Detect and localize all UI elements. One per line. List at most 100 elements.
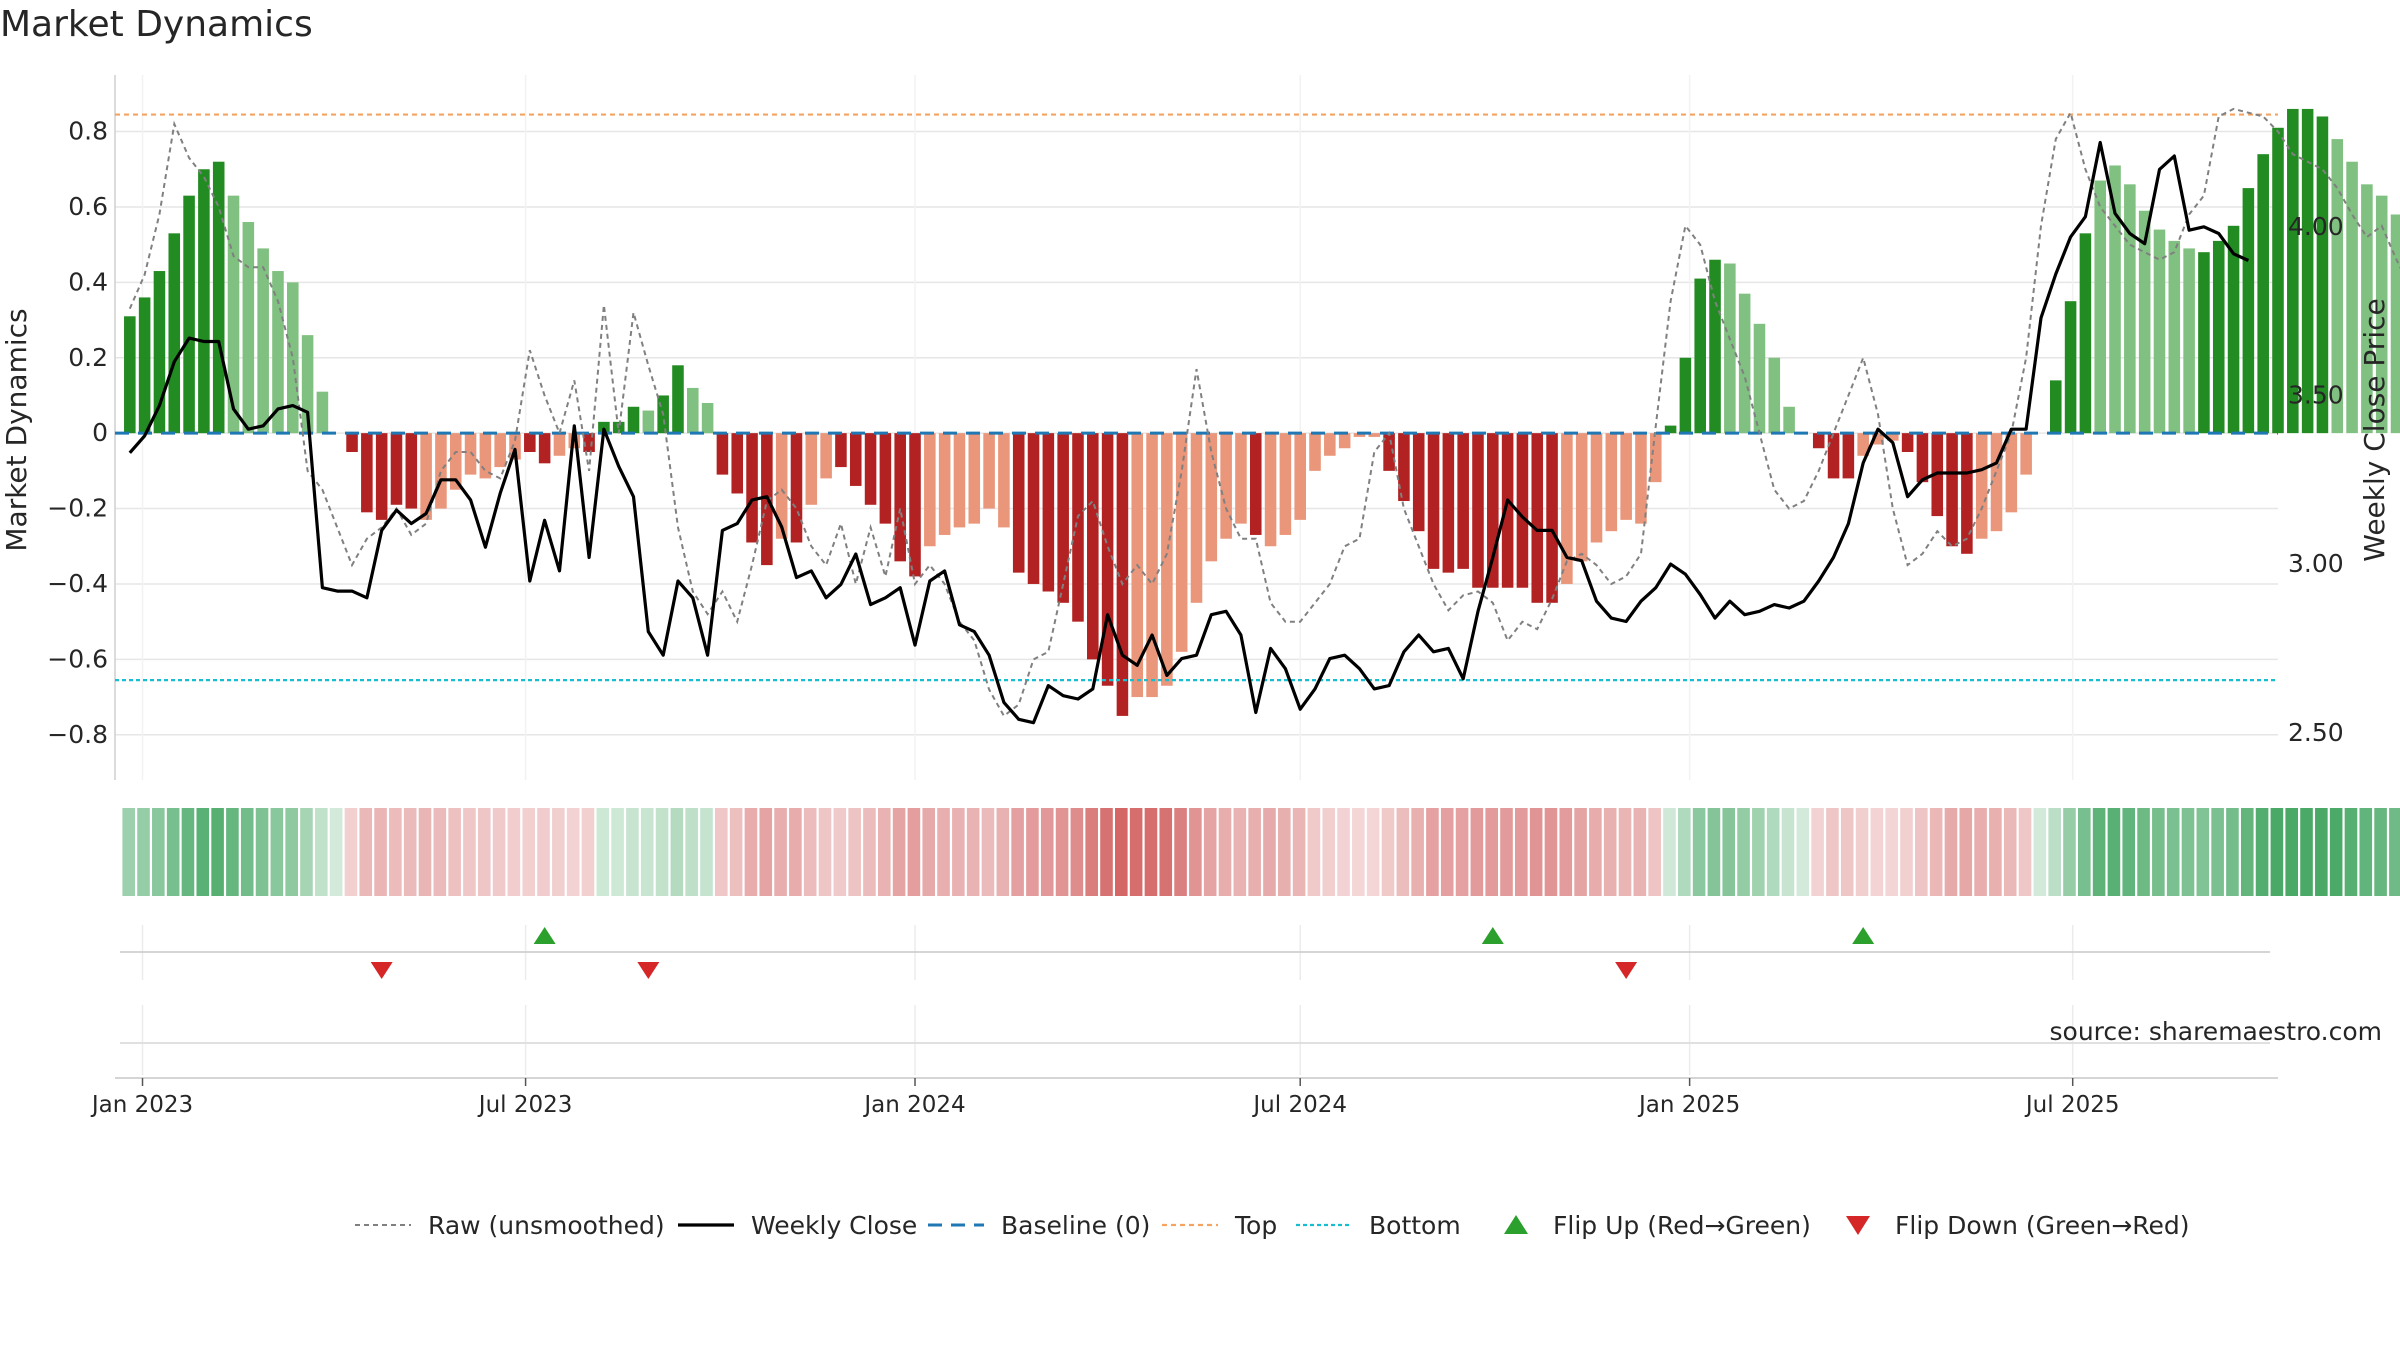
- heat-cell: [877, 808, 891, 896]
- heat-cell: [1381, 808, 1395, 896]
- dynamics-bar: [1961, 433, 1973, 554]
- heat-cell: [803, 808, 817, 896]
- heat-cell: [418, 808, 432, 896]
- dynamics-bar: [835, 433, 847, 468]
- heat-cell: [2285, 808, 2299, 896]
- heat-cell: [1574, 808, 1587, 896]
- legend: Raw (unsmoothed) Weekly Close Baseline (0)…: [355, 1211, 2190, 1240]
- dynamics-bar: [464, 433, 477, 475]
- heat-cell: [211, 808, 224, 896]
- dynamics-bar: [1324, 433, 1336, 456]
- heat-cell: [774, 808, 787, 896]
- heat-cell: [255, 808, 269, 896]
- heat-cell: [152, 808, 165, 896]
- source-credit: source: sharemaestro.com: [2050, 1017, 2383, 1046]
- heat-cell: [2240, 808, 2254, 896]
- dynamics-bar: [1264, 433, 1277, 547]
- dynamics-bar: [1516, 433, 1529, 588]
- heat-cell: [2063, 808, 2076, 896]
- dynamics-bar: [2183, 248, 2195, 434]
- dynamics-bar: [746, 433, 758, 543]
- dynamics-bar: [687, 387, 699, 434]
- heat-cell: [552, 808, 565, 896]
- heat-cell: [907, 808, 921, 896]
- heat-cell: [1426, 808, 1439, 896]
- heat-cell: [1515, 808, 1528, 896]
- heat-cell: [952, 808, 965, 896]
- dynamics-bar: [1768, 357, 1781, 434]
- heat-cell: [1796, 808, 1810, 896]
- heat-cell: [2033, 808, 2047, 896]
- heat-cell: [2211, 808, 2224, 896]
- weekly-close-line: [128, 140, 2250, 725]
- raw-unsmoothed-line: [128, 107, 2400, 718]
- dynamics-bar: [1738, 293, 1751, 434]
- heat-cell: [463, 808, 476, 896]
- dynamics-bar: [1072, 433, 1084, 622]
- dynamics-bar: [2390, 214, 2400, 434]
- heat-cell: [122, 808, 136, 896]
- heat-cell: [1011, 808, 1024, 896]
- dynamics-bar: [227, 195, 240, 434]
- dynamics-bar: [2138, 210, 2151, 434]
- legend-marker: [1846, 1216, 1870, 1235]
- flip-up-marker: [1481, 927, 1504, 944]
- dynamics-bar: [1857, 433, 1869, 456]
- dynamics-bar: [1842, 433, 1855, 479]
- dynamics-bar: [257, 248, 269, 434]
- dynamics-bar: [420, 433, 432, 520]
- heat-cell: [2152, 808, 2165, 896]
- heat-cell: [285, 808, 298, 896]
- dynamics-bar: [924, 433, 936, 547]
- heat-cell: [1292, 808, 1306, 896]
- heat-cell: [2255, 808, 2269, 896]
- dynamics-bar: [1279, 433, 1292, 535]
- heat-cell: [1307, 808, 1321, 896]
- dynamics-bar: [879, 433, 892, 524]
- heat-cell: [1855, 808, 1869, 896]
- dynamics-bar: [1753, 323, 1766, 434]
- heat-cell: [2107, 808, 2121, 896]
- heat-cell: [1115, 808, 1128, 896]
- dynamics-bar: [287, 282, 299, 434]
- legend-label: Flip Down (Green→Red): [1895, 1211, 2190, 1240]
- dynamics-bar: [494, 433, 506, 468]
- dynamics-bar: [509, 433, 521, 460]
- heat-cell: [1470, 808, 1484, 896]
- heat-cell: [1811, 808, 1824, 896]
- chart-title: Market Dynamics: [0, 4, 313, 45]
- dynamics-bar: [2005, 433, 2018, 513]
- dynamics-bar: [598, 421, 610, 434]
- legend-label: Raw (unsmoothed): [428, 1211, 665, 1240]
- dynamics-bar: [849, 433, 862, 486]
- dynamics-bar: [1101, 433, 1114, 686]
- dynamics-bar: [909, 433, 921, 577]
- dynamics-bar: [2064, 301, 2077, 434]
- heat-cell: [1189, 808, 1202, 896]
- heat-cell: [537, 808, 550, 896]
- flip-down-marker: [370, 962, 393, 979]
- dynamics-bar: [1457, 433, 1469, 569]
- dynamics-bar: [1812, 433, 1825, 449]
- dynamics-bar: [864, 433, 877, 505]
- dynamics-bar: [1694, 278, 1706, 434]
- dynamics-bar: [168, 233, 181, 434]
- dynamics-bar: [2212, 240, 2225, 434]
- dynamics-bar: [790, 433, 803, 543]
- heat-cell: [1263, 808, 1276, 896]
- dynamics-bar: [1679, 357, 1692, 434]
- dynamics-bar: [153, 271, 166, 434]
- dynamics-bar: [938, 433, 951, 535]
- left-y-tick-label: −0.4: [47, 569, 108, 598]
- left-y-tick-label: −0.8: [47, 720, 108, 749]
- dynamics-bar: [1353, 433, 1366, 437]
- dynamics-bar: [390, 433, 403, 505]
- heat-cell: [1974, 808, 1987, 896]
- dynamics-bar: [627, 406, 640, 434]
- legend-label: Bottom: [1369, 1211, 1461, 1240]
- heat-cell: [655, 808, 669, 896]
- dynamics-bar: [316, 391, 329, 434]
- dynamics-bar: [2346, 161, 2358, 434]
- heat-cell: [596, 808, 610, 896]
- dynamics-bar: [642, 410, 655, 434]
